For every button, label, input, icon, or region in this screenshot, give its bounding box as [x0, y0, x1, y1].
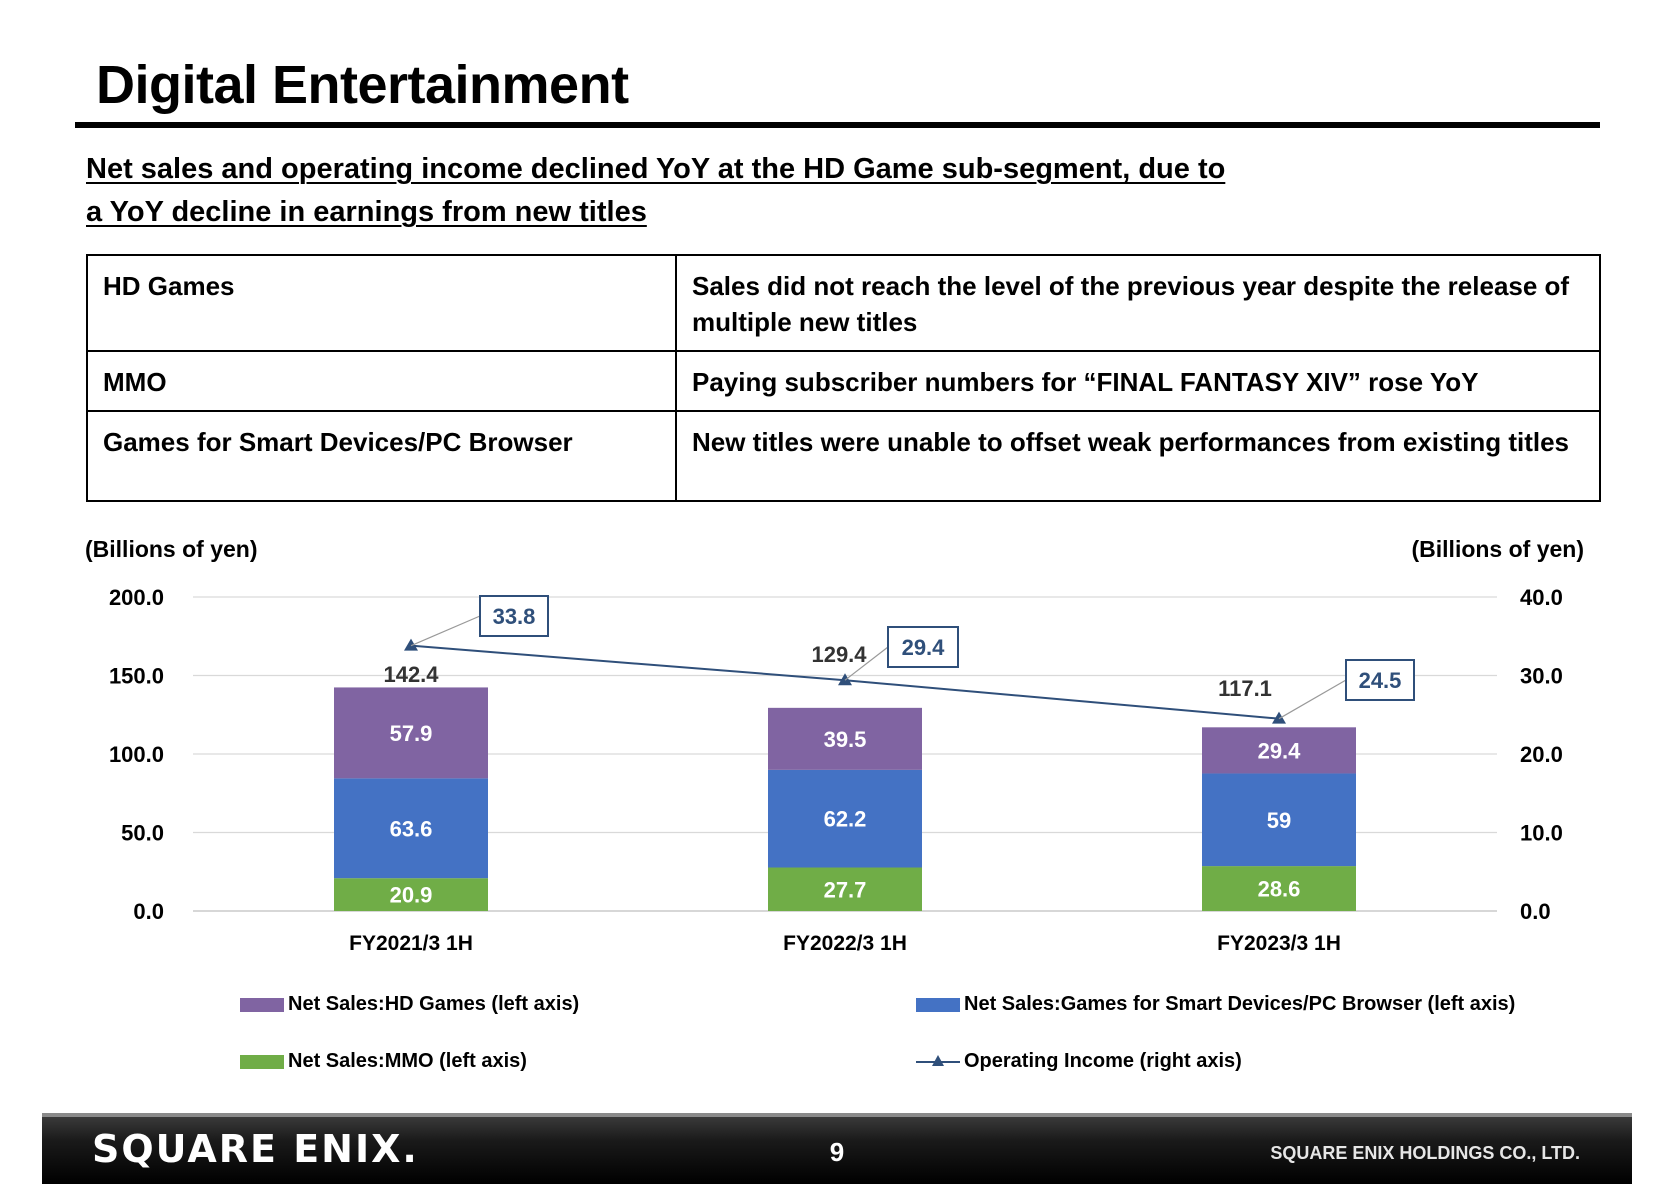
bar-segment-label: 29.4 — [1258, 738, 1302, 763]
left-axis-tick-label: 0.0 — [133, 899, 164, 924]
bar-total-label: 142.4 — [383, 662, 439, 687]
segment-comment-cell: Sales did not reach the level of the pre… — [675, 254, 1601, 352]
bar-segment — [334, 878, 488, 911]
square-enix-logo: SQUARE ENIX. — [92, 1127, 419, 1171]
operating-income-marker — [1272, 711, 1286, 724]
bar-total-label: 129.4 — [811, 642, 867, 667]
bar-segment — [334, 778, 488, 879]
category-label: FY2023/3 1H — [1217, 932, 1341, 955]
bar-segment — [768, 769, 922, 868]
legend-label-smart-devices: Net Sales:Games for Smart Devices/PC Bro… — [964, 993, 1516, 1015]
left-axis-tick-label: 200.0 — [109, 585, 164, 610]
legend-item-operating-income: Operating Income (right axis) — [916, 1050, 1242, 1073]
bar-segment — [1202, 773, 1356, 867]
category-label: FY2021/3 1H — [349, 932, 473, 955]
segment-name-cell: MMO — [86, 350, 677, 412]
stacked-bar-line-chart: 0.0 50.0 100.0 150.0 200.0 0.0 10.0 20.0 30.0 40.… — [109, 585, 1563, 955]
operating-income-label: 29.4 — [902, 635, 946, 660]
bar-segment-label: 59 — [1267, 808, 1291, 833]
bar-segment-label: 20.9 — [390, 883, 433, 908]
right-axis-tick-label: 20.0 — [1520, 742, 1563, 767]
legend-swatch-smart-devices — [916, 997, 960, 1012]
legend-label-operating-income: Operating Income (right axis) — [964, 1050, 1242, 1072]
legend-item-smart-devices: Net Sales:Games for Smart Devices/PC Bro… — [916, 993, 1515, 1016]
right-axis-tick-label: 30.0 — [1520, 664, 1563, 689]
bar-segment — [1202, 727, 1356, 774]
footer-bar: SQUARE ENIX. 9 SQUARE ENIX HOLDINGS CO.,… — [42, 1113, 1632, 1184]
legend-label-hd-games: Net Sales:HD Games (left axis) — [288, 993, 580, 1015]
operating-income-label: 24.5 — [1359, 668, 1402, 693]
legend-swatch-mmo — [240, 1054, 284, 1069]
callout-leader — [1278, 679, 1347, 720]
slide-subtitle: Net sales and operating income declined … — [86, 148, 1406, 234]
bar-segment-label: 28.6 — [1258, 877, 1301, 902]
segment-name-cell: Games for Smart Devices/PC Browser — [86, 410, 677, 502]
page-number: 9 — [829, 1137, 845, 1167]
operating-income-marker — [404, 638, 418, 651]
bar-segment-label: 62.2 — [824, 807, 867, 832]
bar-segment-label: 39.5 — [824, 727, 867, 752]
company-name: SQUARE ENIX HOLDINGS CO., LTD. — [1270, 1143, 1580, 1163]
right-axis-unit: (Billions of yen) — [1411, 536, 1585, 562]
bar-segment — [768, 867, 922, 911]
chart-legend: Net Sales:HD Games (left axis) Net Sales… — [0, 980, 1659, 1073]
left-axis-unit: (Billions of yen) — [85, 536, 258, 562]
callout-box — [1345, 659, 1415, 701]
table-row: Games for Smart Devices/PC Browser New t… — [86, 410, 1601, 502]
legend-item-mmo: Net Sales:MMO (left axis) — [240, 1050, 527, 1073]
legend-marker-operating-income — [916, 1054, 960, 1066]
bar-segment — [334, 687, 488, 779]
operating-income-marker — [838, 673, 852, 686]
bar-segment — [1202, 866, 1356, 911]
legend-swatch-hd-games — [240, 997, 284, 1012]
callout-box — [887, 626, 959, 668]
left-axis-tick-label: 150.0 — [109, 664, 164, 689]
callout-box — [479, 595, 549, 637]
segment-name-cell: HD Games — [86, 254, 677, 352]
subtitle-line-1: Net sales and operating income declined … — [86, 153, 1226, 185]
segment-comment-cell: New titles were unable to offset weak pe… — [675, 410, 1601, 502]
table-row: HD Games Sales did not reach the level o… — [86, 254, 1601, 352]
bar-segment-label: 27.7 — [824, 877, 867, 902]
left-axis-tick-label: 50.0 — [121, 821, 164, 846]
right-axis-tick-label: 0.0 — [1520, 899, 1551, 924]
legend-label-mmo: Net Sales:MMO (left axis) — [288, 1050, 527, 1072]
right-axis-tick-label: 40.0 — [1520, 585, 1563, 610]
bar-segment-label: 57.9 — [390, 721, 433, 746]
bar-segment-label: 63.6 — [390, 816, 433, 841]
subtitle-line-2: a YoY decline in earnings from new title… — [86, 196, 647, 228]
segment-comment-cell: Paying subscriber numbers for “FINAL FAN… — [675, 350, 1601, 412]
legend-item-hd-games: Net Sales:HD Games (left axis) — [240, 993, 579, 1016]
category-label: FY2022/3 1H — [783, 932, 907, 955]
segment-summary-table: HD Games Sales did not reach the level o… — [86, 254, 1601, 502]
operating-income-label: 33.8 — [493, 604, 536, 629]
right-axis-tick-label: 10.0 — [1520, 821, 1563, 846]
bar-total-label: 117.1 — [1218, 676, 1272, 701]
left-axis-tick-label: 100.0 — [109, 742, 164, 767]
title-divider — [75, 122, 1600, 128]
callout-leader — [410, 615, 481, 647]
page-title: Digital Entertainment — [96, 55, 629, 115]
callout-leader — [844, 646, 889, 681]
bar-segment — [768, 707, 922, 770]
table-row: MMO Paying subscriber numbers for “FINAL… — [86, 350, 1601, 412]
